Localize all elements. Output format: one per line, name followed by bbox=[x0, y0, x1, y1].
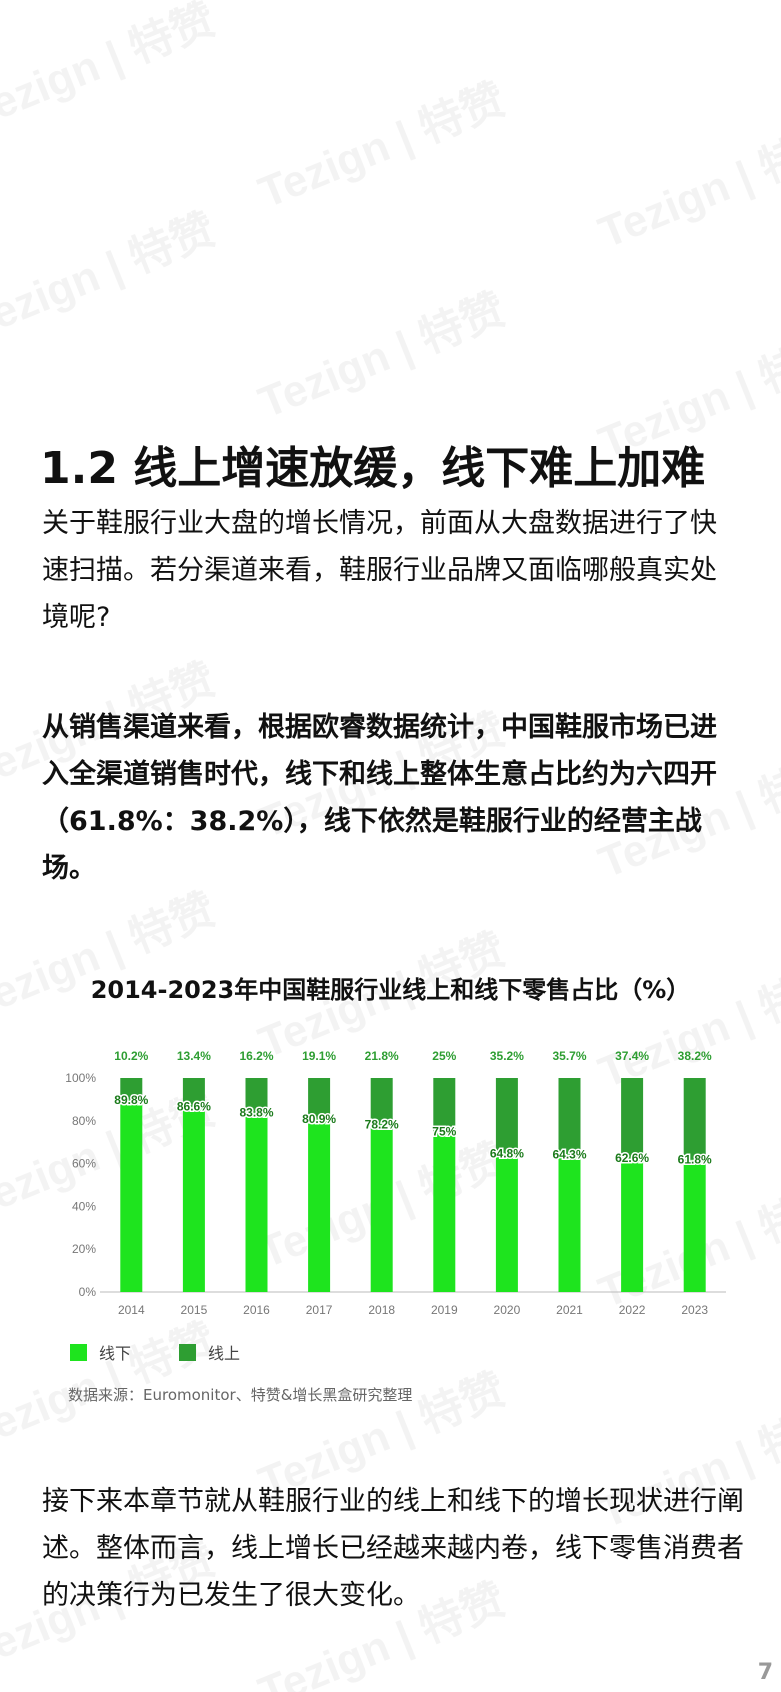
data-label-offline: 64.3% bbox=[552, 1147, 586, 1161]
bar-online bbox=[495, 1078, 518, 1154]
bar-online bbox=[308, 1078, 331, 1119]
intro-paragraph: 关于鞋服行业大盘的增长情况，前面从大盘数据进行了快速扫描。若分渠道来看，鞋服行业… bbox=[42, 508, 717, 633]
data-label-online: 21.8% bbox=[365, 1049, 399, 1063]
data-label-offline: 64.8% bbox=[490, 1146, 524, 1160]
bar-offline bbox=[495, 1153, 518, 1292]
x-tick-label: 2021 bbox=[556, 1303, 583, 1317]
bar-online bbox=[370, 1078, 393, 1125]
page-number: 7 bbox=[757, 1660, 773, 1685]
legend-swatch-offline bbox=[70, 1343, 87, 1361]
data-label-online: 13.4% bbox=[177, 1049, 211, 1063]
watermark-text: Tezign | 特赞 bbox=[0, 873, 223, 1030]
data-label-offline: 75% bbox=[432, 1125, 456, 1139]
legend-label-online: 线上 bbox=[208, 1344, 241, 1363]
bar-offline bbox=[182, 1106, 205, 1292]
x-tick-label: 2020 bbox=[494, 1303, 521, 1317]
x-tick-label: 2017 bbox=[306, 1303, 333, 1317]
bar-offline bbox=[308, 1118, 331, 1292]
data-label-online: 35.7% bbox=[552, 1049, 586, 1063]
x-tick-label: 2015 bbox=[181, 1303, 208, 1317]
retail-share-chart: 0% 20% 40% 60% 80% 100% 89.8% 10.2% 2014 86.6% 13.… bbox=[65, 1049, 726, 1317]
bar-online bbox=[245, 1078, 268, 1113]
watermark-text: Tezign | 特赞 bbox=[248, 63, 514, 220]
bar-online bbox=[433, 1078, 456, 1132]
data-label-offline: 80.9% bbox=[302, 1112, 336, 1126]
bar-online bbox=[182, 1078, 205, 1107]
bar-online bbox=[683, 1078, 706, 1160]
closing-paragraph: 接下来本章节就从鞋服行业的线上和线下的增长现状进行阐述。整体而言，线上增长已经越… bbox=[42, 1486, 744, 1611]
data-label-offline: 62.6% bbox=[615, 1151, 649, 1165]
y-tick-label: 60% bbox=[72, 1157, 96, 1171]
data-label-offline: 89.8% bbox=[114, 1093, 148, 1107]
section-title: 1.2 线上增速放缓，线下难上加难 bbox=[40, 443, 706, 494]
bar-offline bbox=[621, 1158, 644, 1292]
legend-swatch-online bbox=[179, 1343, 197, 1361]
data-label-offline: 86.6% bbox=[177, 1100, 211, 1114]
x-tick-label: 2019 bbox=[431, 1303, 458, 1317]
watermark-text: Tezign | 特赞 bbox=[0, 0, 223, 141]
data-label-online: 16.2% bbox=[239, 1049, 273, 1063]
watermark-text: Tezign | 特赞 bbox=[248, 273, 514, 430]
chart-source: 数据来源：Euromonitor、特赞&增长黑盒研究整理 bbox=[68, 1386, 413, 1404]
highlight-paragraph: 从销售渠道来看，根据欧睿数据统计，中国鞋服市场已进入全渠道销售时代，线下和线上整… bbox=[42, 712, 717, 884]
bar-offline bbox=[120, 1099, 143, 1292]
legend-label-offline: 线下 bbox=[99, 1344, 132, 1363]
data-label-online: 10.2% bbox=[114, 1049, 148, 1063]
data-label-online: 37.4% bbox=[615, 1049, 649, 1063]
bar-online bbox=[120, 1078, 143, 1100]
y-tick-label: 0% bbox=[79, 1285, 97, 1299]
data-label-offline: 83.8% bbox=[239, 1106, 273, 1120]
chart-legend: 线下 线上 bbox=[70, 1340, 240, 1364]
bar-offline bbox=[370, 1124, 393, 1292]
data-label-offline: 78.2% bbox=[365, 1118, 399, 1132]
x-tick-label: 2023 bbox=[681, 1303, 708, 1317]
watermark-text: Tezign | 特赞 bbox=[588, 103, 781, 260]
legend-item-online: 线上 bbox=[179, 1340, 240, 1364]
y-tick-label: 40% bbox=[72, 1199, 96, 1213]
bar-online bbox=[621, 1078, 644, 1159]
data-label-online: 19.1% bbox=[302, 1049, 336, 1063]
x-tick-label: 2014 bbox=[118, 1303, 145, 1317]
bar-offline bbox=[245, 1112, 268, 1292]
watermark-text: Tezign | 特赞 bbox=[0, 193, 223, 350]
bar-offline bbox=[433, 1131, 456, 1292]
y-tick-label: 80% bbox=[72, 1114, 96, 1128]
y-tick-label: 20% bbox=[72, 1242, 96, 1256]
data-label-online: 35.2% bbox=[490, 1049, 524, 1063]
y-tick-label: 100% bbox=[65, 1071, 96, 1085]
x-tick-label: 2022 bbox=[619, 1303, 646, 1317]
x-tick-label: 2018 bbox=[368, 1303, 395, 1317]
data-label-offline: 61.8% bbox=[678, 1153, 712, 1167]
bar-online bbox=[558, 1078, 581, 1155]
legend-item-offline: 线下 bbox=[70, 1340, 131, 1364]
x-tick-label: 2016 bbox=[243, 1303, 270, 1317]
data-label-online: 25% bbox=[432, 1049, 456, 1063]
bar-offline bbox=[558, 1154, 581, 1292]
chart-title: 2014-2023年中国鞋服行业线上和线下零售占比（%） bbox=[90, 976, 691, 1004]
data-label-online: 38.2% bbox=[678, 1049, 712, 1063]
bar-offline bbox=[683, 1159, 706, 1292]
